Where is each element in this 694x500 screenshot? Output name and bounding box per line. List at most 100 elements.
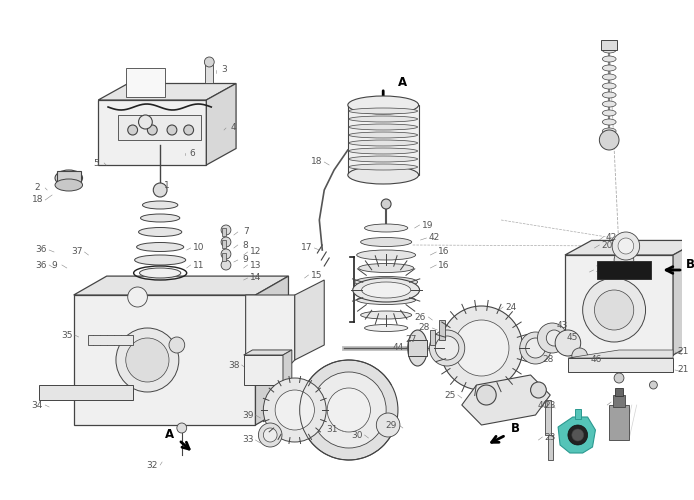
Bar: [548, 435, 553, 460]
Ellipse shape: [349, 132, 418, 138]
Ellipse shape: [602, 101, 616, 107]
Text: 42: 42: [606, 232, 617, 241]
Text: 45: 45: [566, 332, 577, 342]
Text: 33: 33: [242, 436, 253, 444]
Ellipse shape: [139, 268, 181, 278]
Text: 35: 35: [61, 330, 73, 340]
Ellipse shape: [362, 282, 411, 298]
Text: 11: 11: [193, 260, 204, 270]
Bar: [222, 253, 226, 261]
Circle shape: [263, 378, 326, 442]
Bar: [408, 340, 428, 356]
Ellipse shape: [602, 74, 616, 80]
Ellipse shape: [357, 250, 416, 260]
Ellipse shape: [364, 324, 408, 332]
Polygon shape: [118, 115, 201, 140]
Bar: [598, 261, 652, 279]
Text: 37: 37: [71, 248, 83, 256]
Text: 42: 42: [429, 234, 440, 242]
Text: 29: 29: [385, 420, 397, 430]
Text: 3: 3: [221, 66, 227, 74]
Circle shape: [184, 125, 194, 135]
Text: 1: 1: [164, 180, 170, 190]
Polygon shape: [88, 335, 133, 345]
Circle shape: [650, 381, 657, 389]
Polygon shape: [126, 68, 165, 97]
Ellipse shape: [364, 224, 408, 232]
Polygon shape: [244, 350, 291, 355]
Text: 30: 30: [351, 430, 362, 440]
Circle shape: [614, 250, 634, 270]
Text: 25: 25: [444, 390, 456, 400]
Ellipse shape: [361, 311, 412, 319]
Text: 2: 2: [35, 184, 40, 192]
Text: 41: 41: [613, 398, 625, 406]
Circle shape: [258, 423, 282, 447]
Circle shape: [153, 183, 167, 197]
Text: 9: 9: [243, 256, 248, 264]
Ellipse shape: [349, 124, 418, 130]
Ellipse shape: [349, 148, 418, 154]
Text: 10: 10: [193, 244, 204, 252]
Polygon shape: [565, 240, 694, 255]
Text: 17: 17: [301, 244, 312, 252]
Circle shape: [381, 199, 391, 209]
Text: 21: 21: [677, 366, 688, 374]
Circle shape: [572, 348, 588, 364]
Circle shape: [312, 372, 386, 448]
Polygon shape: [74, 276, 289, 295]
Text: 18: 18: [311, 158, 322, 166]
Ellipse shape: [348, 96, 418, 114]
Text: 27: 27: [405, 336, 416, 344]
Text: 7: 7: [243, 228, 248, 236]
Text: A: A: [398, 76, 407, 90]
Text: 4: 4: [231, 124, 237, 132]
Polygon shape: [206, 84, 236, 165]
Ellipse shape: [602, 128, 616, 134]
Ellipse shape: [602, 65, 616, 71]
Ellipse shape: [355, 276, 418, 287]
Text: B: B: [686, 258, 694, 270]
Circle shape: [327, 388, 371, 432]
Polygon shape: [74, 295, 255, 425]
Polygon shape: [568, 358, 673, 372]
Text: 24: 24: [505, 302, 516, 312]
Polygon shape: [565, 255, 673, 355]
Circle shape: [546, 330, 562, 346]
Ellipse shape: [357, 296, 416, 304]
Circle shape: [430, 330, 465, 366]
Ellipse shape: [602, 119, 616, 125]
Polygon shape: [558, 417, 595, 453]
Text: 23: 23: [545, 432, 556, 442]
Polygon shape: [568, 350, 673, 358]
Ellipse shape: [408, 330, 428, 366]
Ellipse shape: [140, 214, 180, 222]
Ellipse shape: [349, 164, 418, 170]
Circle shape: [204, 57, 214, 67]
Ellipse shape: [349, 156, 418, 162]
Ellipse shape: [137, 242, 184, 252]
Circle shape: [531, 382, 546, 398]
Text: 6: 6: [189, 148, 196, 158]
Circle shape: [583, 278, 645, 342]
Ellipse shape: [602, 110, 616, 116]
Ellipse shape: [55, 170, 83, 186]
Text: 36: 36: [35, 246, 47, 254]
Circle shape: [520, 332, 551, 364]
Polygon shape: [673, 240, 694, 355]
Circle shape: [525, 338, 545, 358]
Text: A: A: [165, 428, 175, 442]
Bar: [615, 388, 623, 396]
Circle shape: [128, 125, 137, 135]
Circle shape: [555, 330, 581, 356]
Ellipse shape: [359, 264, 414, 272]
Ellipse shape: [349, 108, 418, 114]
Text: 8: 8: [243, 240, 248, 250]
Circle shape: [169, 337, 185, 353]
Text: 20: 20: [602, 240, 613, 250]
Circle shape: [440, 306, 523, 390]
Ellipse shape: [349, 116, 418, 122]
Bar: [205, 65, 213, 83]
Text: 13: 13: [250, 260, 261, 270]
Ellipse shape: [349, 140, 418, 146]
